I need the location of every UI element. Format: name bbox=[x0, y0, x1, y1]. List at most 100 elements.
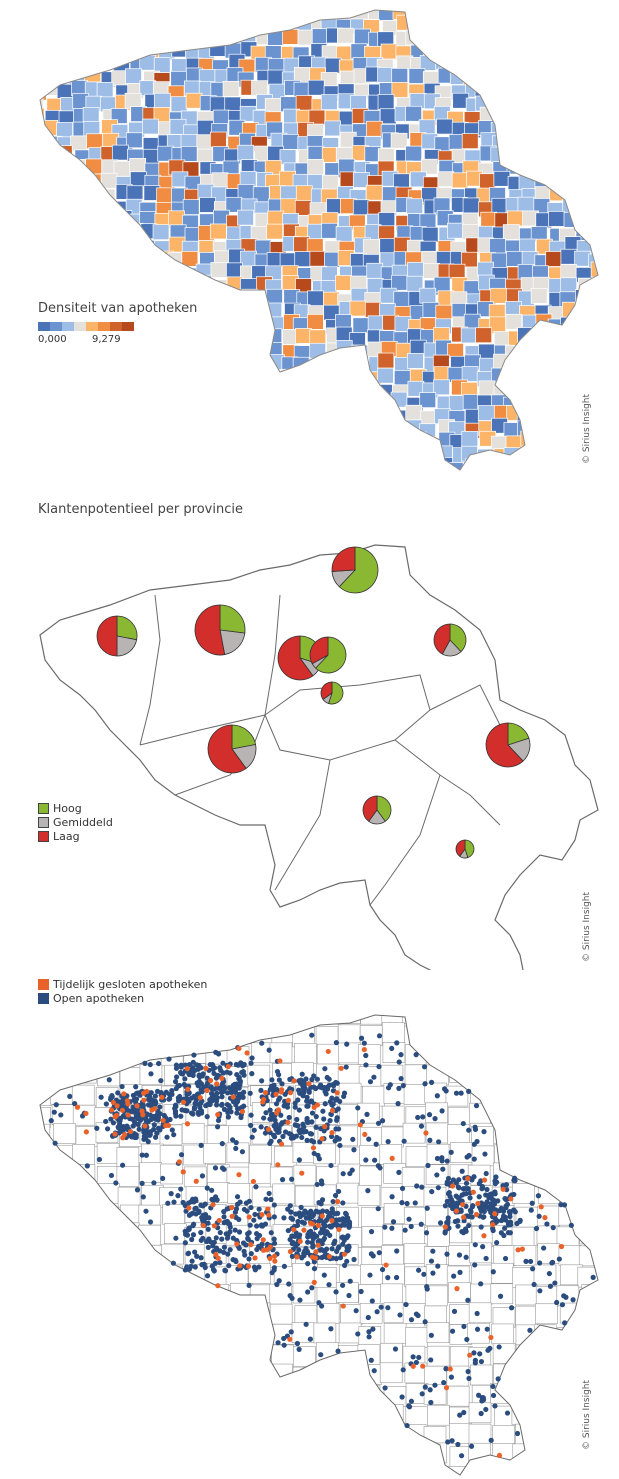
municipality-cell bbox=[321, 147, 339, 163]
municipality-cell bbox=[114, 447, 131, 464]
municipality-cell bbox=[51, 1246, 75, 1268]
municipality-cell bbox=[591, 97, 598, 113]
pharmacy-dot bbox=[203, 1065, 209, 1071]
pharmacy-dot bbox=[271, 1214, 277, 1220]
municipality-cell bbox=[531, 433, 549, 449]
municipality-cell bbox=[354, 406, 371, 422]
municipality-cell bbox=[546, 10, 563, 23]
pharmacy-dot bbox=[434, 1172, 440, 1178]
pharmacy-dot bbox=[336, 1188, 342, 1195]
municipality-cell bbox=[515, 1284, 538, 1306]
dotmap-credit: © Sirius Insight bbox=[582, 1379, 592, 1450]
municipality-cell bbox=[518, 456, 536, 470]
pharmacy-dot bbox=[275, 1340, 281, 1346]
municipality-cell bbox=[338, 1363, 362, 1384]
municipality-cell bbox=[534, 1103, 557, 1125]
municipality-cell bbox=[607, 437, 619, 452]
municipality-cell bbox=[269, 1425, 293, 1447]
municipality-cell bbox=[352, 317, 370, 334]
pharmacy-dot bbox=[271, 1240, 278, 1246]
pharmacy-dot bbox=[148, 1071, 154, 1077]
pharmacy-dot bbox=[284, 1104, 291, 1110]
municipality-cell bbox=[71, 1305, 95, 1327]
municipality-cell bbox=[503, 93, 520, 109]
pharmacy-dot bbox=[535, 1193, 542, 1199]
pharmacy-dot bbox=[307, 1336, 313, 1342]
municipality-cell bbox=[381, 1443, 404, 1464]
municipality-cell bbox=[433, 45, 451, 62]
municipality-cell bbox=[446, 1015, 470, 1024]
municipality-cell bbox=[490, 287, 507, 304]
municipality-cell bbox=[604, 267, 619, 282]
municipality-cell bbox=[470, 1466, 494, 1475]
pharmacy-dot bbox=[122, 1131, 128, 1138]
municipality-cell bbox=[548, 56, 566, 72]
municipality-cell bbox=[514, 1087, 538, 1108]
pharmacy-dot bbox=[442, 1203, 449, 1209]
municipality-cell bbox=[503, 82, 521, 99]
municipality-cell bbox=[377, 461, 395, 470]
municipality-cell bbox=[546, 43, 564, 60]
province-pie bbox=[362, 795, 392, 825]
pharmacy-dot bbox=[393, 1274, 400, 1281]
municipality-cell bbox=[226, 355, 244, 372]
municipality-cell bbox=[115, 1303, 139, 1325]
municipality-cell bbox=[591, 288, 598, 305]
municipality-cell bbox=[578, 1245, 598, 1267]
pharmacy-dot bbox=[266, 1212, 272, 1218]
pharmacy-dot bbox=[236, 1045, 242, 1052]
pharmacy-dots bbox=[48, 1032, 596, 1459]
pharmacy-dot bbox=[412, 1200, 418, 1206]
municipality-cell bbox=[56, 122, 73, 138]
municipality-cell bbox=[72, 1323, 95, 1344]
pharmacy-dot bbox=[472, 1357, 478, 1363]
municipality-cell bbox=[580, 1206, 598, 1227]
municipality-cell bbox=[93, 1422, 116, 1444]
municipality-cell bbox=[447, 222, 464, 239]
municipality-cell bbox=[448, 263, 466, 280]
municipality-cell bbox=[560, 264, 578, 280]
municipality-cell bbox=[53, 1123, 76, 1144]
pharmacy-dot bbox=[338, 1065, 344, 1071]
pharmacy-dot bbox=[276, 1126, 282, 1132]
pharmacy-dot bbox=[182, 1231, 189, 1237]
pharmacy-dot bbox=[309, 1240, 315, 1246]
municipality-cell bbox=[83, 472, 99, 480]
municipality-cell bbox=[240, 343, 257, 359]
pharmacy-dot bbox=[205, 1244, 211, 1251]
municipality-cell bbox=[141, 445, 159, 462]
pharmacy-dot bbox=[508, 1192, 515, 1198]
municipality-cell bbox=[155, 406, 173, 423]
pharmacy-dot bbox=[223, 1219, 229, 1225]
pharmacy-dot bbox=[103, 1101, 109, 1107]
municipality-cell bbox=[267, 69, 285, 86]
municipality-cell bbox=[365, 184, 383, 201]
pharmacy-dot bbox=[142, 1123, 148, 1129]
municipality-cell bbox=[185, 435, 203, 452]
municipality-cell bbox=[140, 261, 158, 278]
municipality-cell bbox=[461, 133, 479, 150]
municipality-cell bbox=[491, 1045, 515, 1066]
municipality-cell bbox=[427, 1466, 451, 1475]
municipality-cell bbox=[40, 395, 44, 411]
pharmacy-dot bbox=[459, 1168, 465, 1174]
pharmacy-dot bbox=[568, 1222, 574, 1228]
municipality-cell bbox=[194, 342, 212, 358]
municipality-cell bbox=[180, 275, 198, 292]
municipality-cell bbox=[604, 1246, 619, 1266]
municipality-cell bbox=[446, 1385, 470, 1407]
scale-swatch bbox=[122, 322, 134, 331]
municipality-cell bbox=[520, 43, 537, 60]
municipality-cell bbox=[195, 473, 211, 480]
legend-label-hoog: Hoog bbox=[53, 802, 82, 815]
municipality-cell bbox=[424, 30, 442, 47]
pharmacy-dot bbox=[213, 1075, 219, 1081]
pharmacy-dot bbox=[286, 1281, 292, 1287]
scale-swatch bbox=[38, 322, 50, 331]
municipality-cell bbox=[127, 357, 145, 374]
pharmacy-dot bbox=[415, 1114, 421, 1121]
municipality-cell bbox=[117, 1286, 141, 1308]
pharmacy-dot bbox=[541, 1245, 547, 1251]
pharmacy-dot bbox=[295, 1123, 301, 1129]
pharmacy-dot bbox=[171, 1199, 177, 1205]
